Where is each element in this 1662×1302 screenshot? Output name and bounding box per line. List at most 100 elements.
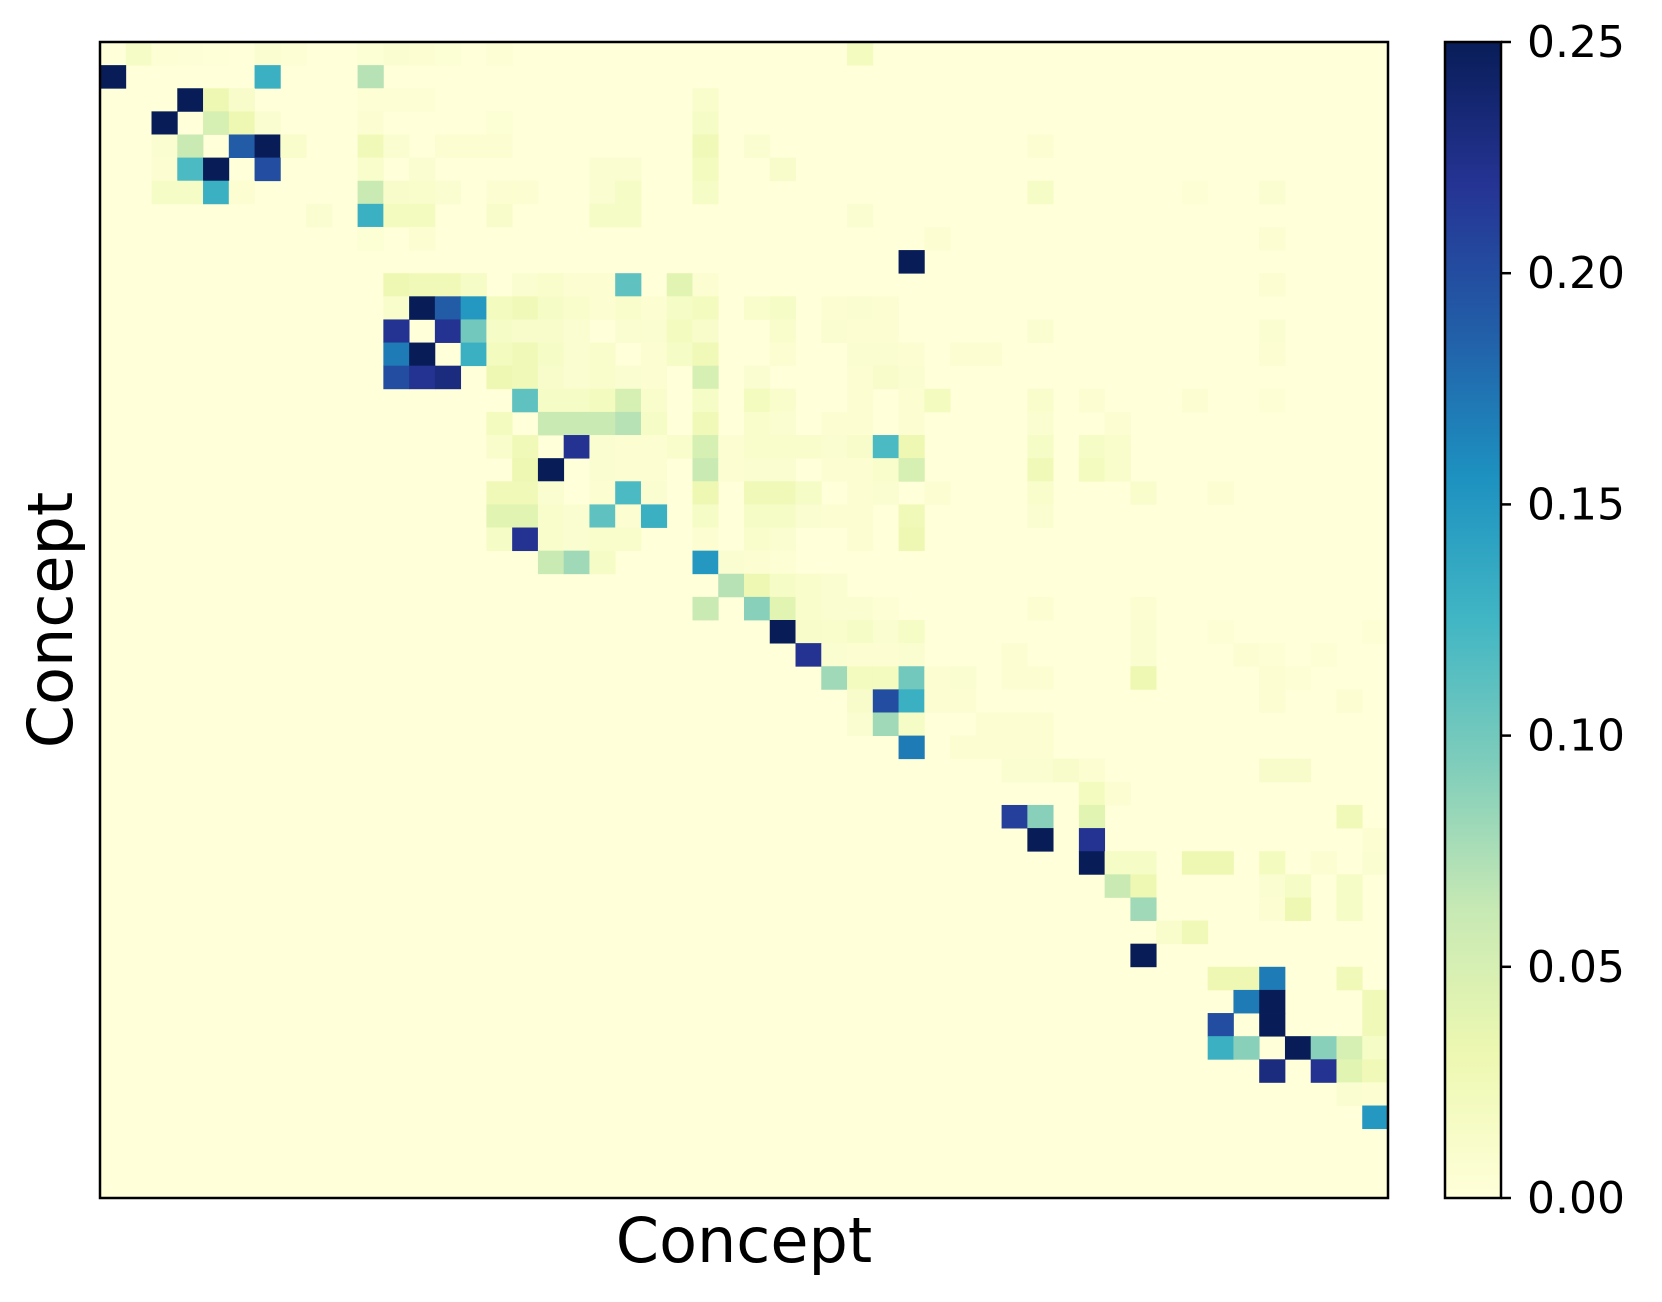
heatmap-cell bbox=[821, 458, 848, 482]
heatmap-cell bbox=[177, 134, 204, 158]
heatmap-cell bbox=[1362, 620, 1389, 644]
heatmap-cell bbox=[872, 712, 899, 736]
heatmap-cell bbox=[744, 388, 771, 413]
heatmap-cell bbox=[357, 157, 384, 182]
heatmap-cell bbox=[434, 296, 462, 320]
heatmap-cell bbox=[383, 296, 410, 320]
heatmap-cell bbox=[1336, 1059, 1363, 1083]
heatmap-cell bbox=[898, 620, 925, 644]
heatmap-cell bbox=[409, 365, 436, 390]
heatmap-cell bbox=[1130, 481, 1157, 505]
heatmap-cell bbox=[125, 42, 152, 66]
heatmap-cell bbox=[1259, 226, 1286, 251]
heatmap-cell bbox=[1336, 1036, 1363, 1060]
heatmap-cell bbox=[254, 42, 281, 66]
heatmap-cell bbox=[821, 319, 848, 343]
heatmap-cell bbox=[898, 666, 925, 690]
heatmap-cell bbox=[589, 296, 616, 320]
heatmap-cell bbox=[512, 319, 539, 343]
heatmap-cell bbox=[486, 481, 513, 505]
heatmap-cell bbox=[898, 458, 925, 482]
heatmap-cell bbox=[512, 273, 539, 297]
heatmap-cell bbox=[409, 157, 436, 182]
colorbar-tick-label: 0.00 bbox=[1527, 1173, 1625, 1224]
heatmap-cell bbox=[872, 481, 899, 505]
heatmap-cell bbox=[692, 527, 719, 552]
heatmap-cell bbox=[744, 596, 771, 621]
heatmap-cell bbox=[563, 550, 590, 575]
heatmap-cell bbox=[1130, 596, 1157, 621]
heatmap-cell bbox=[486, 180, 513, 205]
heatmap-cell bbox=[409, 88, 436, 112]
heatmap-cell bbox=[383, 342, 410, 367]
heatmap-cell bbox=[1181, 851, 1209, 875]
heatmap-cell bbox=[692, 388, 719, 413]
heatmap-cell bbox=[357, 203, 384, 228]
heatmap-cell bbox=[1362, 989, 1389, 1014]
heatmap-cell bbox=[228, 134, 255, 158]
heatmap-cell bbox=[692, 550, 719, 575]
heatmap-cell bbox=[203, 180, 230, 205]
heatmap-cell bbox=[847, 42, 874, 66]
heatmap-cell bbox=[898, 689, 925, 713]
heatmap-cell bbox=[847, 411, 874, 436]
heatmap-cell bbox=[1130, 851, 1157, 875]
heatmap-cell bbox=[1104, 411, 1131, 436]
heatmap-cell bbox=[563, 273, 590, 297]
heatmap-cell bbox=[1027, 458, 1054, 482]
heatmap-cell bbox=[1259, 666, 1286, 690]
heatmap-cell bbox=[1027, 758, 1054, 783]
heatmap-cell bbox=[280, 134, 307, 158]
heatmap-cell bbox=[950, 666, 977, 690]
heatmap-cell bbox=[537, 296, 565, 320]
heatmap-cell bbox=[821, 411, 848, 436]
colorbar-tick-label: 0.15 bbox=[1527, 479, 1625, 530]
heatmap-cell bbox=[383, 365, 410, 390]
heatmap-cell bbox=[409, 180, 436, 205]
heatmap-cell bbox=[1284, 666, 1312, 690]
heatmap-cell bbox=[615, 365, 642, 390]
heatmap-cell bbox=[1027, 411, 1054, 436]
heatmap-cell bbox=[769, 411, 796, 436]
heatmap-cell bbox=[898, 411, 925, 436]
heatmap-cell bbox=[847, 712, 874, 736]
heatmap-cell bbox=[769, 596, 796, 621]
x-axis-label: Concept bbox=[616, 1204, 872, 1277]
heatmap-cell bbox=[1078, 435, 1106, 459]
heatmap-cell bbox=[640, 504, 668, 528]
heatmap-cell bbox=[177, 157, 204, 182]
heatmap-cell bbox=[203, 88, 230, 112]
heatmap-cell bbox=[718, 435, 745, 459]
heatmap-cell bbox=[563, 527, 590, 552]
heatmap-cell bbox=[1053, 758, 1080, 783]
heatmap-cell bbox=[769, 527, 796, 552]
heatmap-cell bbox=[434, 273, 462, 297]
heatmap-cell bbox=[769, 157, 796, 182]
heatmap-cell bbox=[409, 226, 436, 251]
heatmap-cell bbox=[1130, 897, 1157, 921]
heatmap-cell bbox=[512, 388, 539, 413]
heatmap-cell bbox=[589, 481, 616, 505]
heatmap-cell bbox=[872, 435, 899, 459]
heatmap-cell bbox=[898, 735, 925, 760]
heatmap-cell bbox=[847, 458, 874, 482]
heatmap-cell bbox=[1336, 804, 1363, 829]
heatmap-cell bbox=[486, 342, 513, 367]
heatmap-cell bbox=[692, 273, 719, 297]
heatmap-cell bbox=[872, 458, 899, 482]
heatmap-cell bbox=[486, 365, 513, 390]
heatmap-cell bbox=[1207, 851, 1234, 875]
heatmap-cell bbox=[950, 342, 977, 367]
heatmap-cell bbox=[357, 180, 384, 205]
heatmap-cell bbox=[563, 388, 590, 413]
heatmap-cell bbox=[718, 573, 745, 598]
heatmap-cell bbox=[486, 111, 513, 135]
heatmap-cell bbox=[975, 342, 1002, 367]
heatmap-cell bbox=[769, 620, 796, 644]
heatmap-cell bbox=[1284, 874, 1312, 898]
heatmap-cell bbox=[898, 365, 925, 390]
heatmap-cell bbox=[1310, 1036, 1337, 1060]
heatmap-cell bbox=[563, 319, 590, 343]
heatmap-cell bbox=[1130, 943, 1157, 968]
